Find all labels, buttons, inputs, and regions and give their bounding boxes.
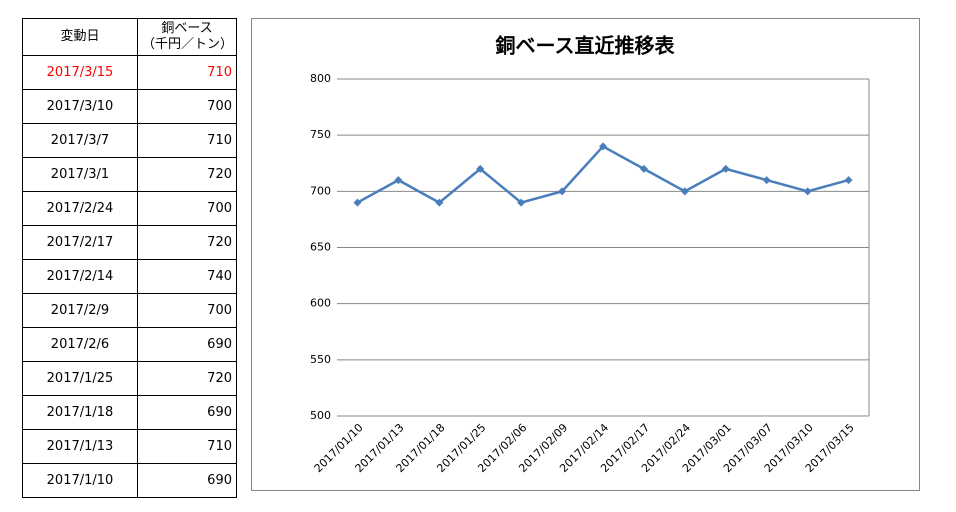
header-cell: 銅ベース （千円／トン） [137,18,237,56]
price-cell: 720 [137,225,237,260]
chart-title: 銅ベース直近推移表 [496,34,676,58]
table-row: 2017/1/10 690 [22,463,237,498]
point [394,176,403,185]
price-cell: 700 [137,191,237,226]
header-cell: 変動日 [22,18,138,56]
y-tick-label: 800 [310,72,331,85]
price-cell: 690 [137,463,237,498]
y-tick-label: 600 [310,297,331,310]
point [680,187,689,196]
y-tick-label: 500 [310,409,331,422]
y-tick-label: 700 [310,184,331,197]
chart-frame [251,18,920,491]
date-cell: 2017/3/10 [22,89,138,124]
point [762,176,771,185]
table-row: 2017/2/6 690 [22,327,237,362]
price-table: 変動日 銅ベース （千円／トン） 2017/3/15 710 2017/3/10 700… [22,18,237,498]
point [558,187,567,196]
price-cell: 690 [137,327,237,362]
y-tick-label: 650 [310,241,331,254]
y-tick-label: 750 [310,128,331,141]
y-tick-label: 550 [310,353,331,366]
point [435,198,444,207]
point [517,198,526,207]
point [476,164,485,173]
date-cell: 2017/3/15 [22,55,138,90]
date-cell: 2017/2/24 [22,191,138,226]
table-row: 2017/2/14 740 [22,259,237,294]
point [599,142,607,151]
table-row: 2017/3/15 710 [22,55,237,90]
price-cell: 720 [137,361,237,396]
point [721,164,730,173]
price-cell: 710 [137,123,237,158]
date-cell: 2017/1/10 [22,463,138,498]
table-row: 2017/3/7 710 [22,123,237,158]
date-cell: 2017/1/13 [22,429,138,464]
price-cell: 740 [137,259,237,294]
header-text: 銅ベース [161,21,213,36]
line [356,144,849,205]
point [803,187,812,196]
table-row: 2017/3/10 700 [22,89,237,124]
table-row: 2017/1/18 690 [22,395,237,430]
date-cell: 2017/2/6 [22,327,138,362]
point [639,164,648,173]
price-cell: 720 [137,157,237,192]
header-unit: （千円／トン） [142,37,234,52]
date-cell: 2017/2/9 [22,293,138,328]
table-row: 2017/2/24 700 [22,191,237,226]
date-cell: 2017/3/7 [22,123,138,158]
header-row: 変動日 銅ベース （千円／トン） [22,18,237,56]
price-cell: 710 [137,55,237,90]
point [353,198,362,207]
point [844,176,853,185]
